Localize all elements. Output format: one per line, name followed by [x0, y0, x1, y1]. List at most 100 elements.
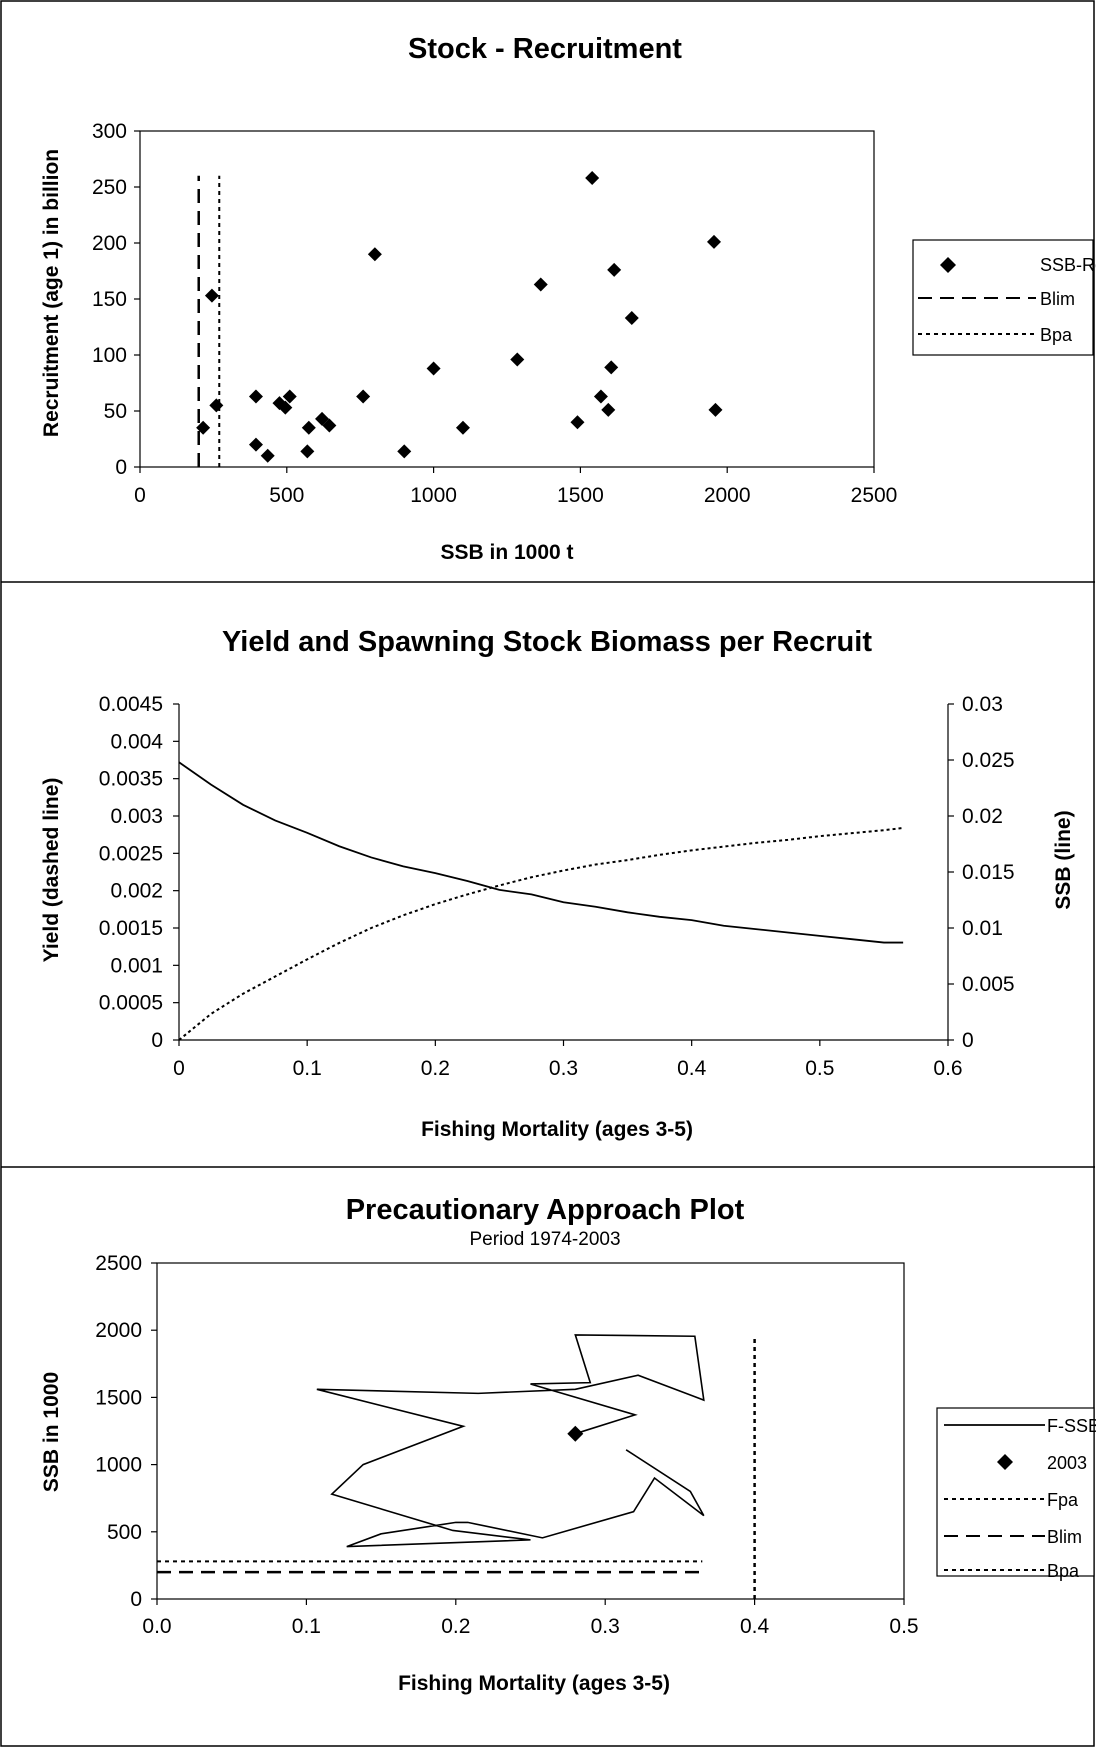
ssb-rec-point: [601, 402, 616, 417]
x-axis-label: SSB in 1000 t: [440, 541, 573, 564]
y-tick-label: 0.0045: [99, 693, 163, 716]
y-tick-label: 0.0005: [99, 992, 163, 1015]
y-tick-label: 150: [92, 288, 127, 311]
ssb-rec-point: [301, 420, 316, 435]
y-tick-label: 300: [92, 120, 127, 143]
stock-recruitment-chart: Stock - Recruitment 0 500 1000 1500 2000 2500…: [40, 33, 1096, 564]
legend-label: Bpa: [1040, 325, 1073, 345]
x-tick-label: 1500: [557, 484, 604, 507]
yield-ssb-per-recruit-chart: Yield and Spawning Stock Biomass per Rec…: [40, 626, 1075, 1141]
legend-marker-2003: [997, 1454, 1013, 1470]
x-tick-label: 0.5: [805, 1057, 834, 1080]
ssb-rec-point: [706, 234, 721, 249]
x-tick-label: 2000: [704, 484, 751, 507]
point-2003: [567, 1425, 584, 1442]
ssb-rec-point: [397, 444, 412, 459]
legend: SSB-Rec. Blim Bpa: [912, 239, 1096, 356]
x-tick-label: 0.5: [889, 1615, 918, 1638]
ssb-rec-point: [607, 262, 622, 277]
y-tick-label: 0.0025: [99, 842, 163, 865]
legend-label: Blim: [1040, 289, 1075, 309]
ssb-rec-point: [367, 247, 382, 262]
x-tick-label: 0.2: [421, 1057, 450, 1080]
x-tick-label: 1000: [410, 484, 457, 507]
ssb-rec-point: [510, 352, 525, 367]
y-axis-label: Recruitment (age 1) in billion: [40, 149, 63, 437]
y-tick-label: 0.005: [962, 973, 1015, 996]
ssb-rec-point: [593, 389, 608, 404]
plot-area: [139, 130, 875, 468]
y-tick-label: 0.002: [110, 880, 163, 903]
legend-label: F-SSB: [1047, 1416, 1096, 1436]
x-tick-label: 500: [269, 484, 304, 507]
y-tick-label: 0.03: [962, 693, 1003, 716]
yield-line: [178, 826, 904, 1041]
y-tick-label: 50: [104, 400, 127, 423]
ssb-rec-point: [604, 360, 619, 375]
y2-axis-label: SSB (line): [1052, 810, 1075, 909]
ssb-rec-point: [260, 448, 275, 463]
ssb-rec-point: [426, 361, 441, 376]
x-tick-label: 0.3: [549, 1057, 578, 1080]
y-tick-label: 0: [151, 1029, 163, 1052]
ssb-rec-point: [248, 437, 263, 452]
y-tick-label: 0.01: [962, 917, 1003, 940]
legend-label: SSB-Rec.: [1040, 255, 1096, 275]
x-tick-label: 0: [173, 1057, 185, 1080]
legend-label: Bpa: [1047, 1561, 1080, 1581]
y-tick-label: 1500: [95, 1386, 142, 1409]
legend-marker-ssb-rec: [940, 257, 956, 273]
x-tick-label: 0.0: [142, 1615, 171, 1638]
chart-subtitle: Period 1974-2003: [469, 1229, 620, 1250]
x-tick-label: 0.1: [292, 1615, 321, 1638]
y-tick-label: 0.001: [110, 954, 163, 977]
ssb-rec-point: [455, 420, 470, 435]
ssb-rec-point: [278, 400, 293, 415]
y-tick-label: 0: [115, 456, 127, 479]
y-tick-label: 100: [92, 344, 127, 367]
legend-label: Blim: [1047, 1527, 1082, 1547]
x-tick-label: 0.1: [293, 1057, 322, 1080]
ssb-rec-point: [248, 389, 263, 404]
chart-title: Precautionary Approach Plot: [346, 1194, 745, 1226]
ssb-rec-point: [322, 418, 337, 433]
y-tick-label: 0: [130, 1588, 142, 1611]
y-tick-label: 0: [962, 1029, 974, 1052]
x-axis-label: Fishing Mortality (ages 3-5): [398, 1672, 670, 1695]
ssb-rec-point: [282, 389, 297, 404]
ssb-rec-point: [356, 389, 371, 404]
x-axis-label: Fishing Mortality (ages 3-5): [421, 1118, 693, 1141]
ssb-rec-point: [585, 171, 600, 186]
x-tick-label: 0.2: [441, 1615, 470, 1638]
y-axis-label: SSB in 1000: [40, 1372, 63, 1492]
legend-box: [936, 1407, 1095, 1577]
plot-area: [156, 1262, 905, 1600]
precautionary-approach-chart: Precautionary Approach Plot Period 1974-…: [40, 1194, 1096, 1695]
legend-label: Fpa: [1047, 1490, 1079, 1510]
y-tick-label: 2500: [95, 1252, 142, 1275]
y-tick-label: 250: [92, 176, 127, 199]
y-tick-label: 0.004: [110, 730, 163, 753]
x-tick-label: 0.6: [933, 1057, 962, 1080]
ssb-rec-point: [624, 311, 639, 326]
x-tick-label: 0.3: [591, 1615, 620, 1638]
y-axis-label: Yield (dashed line): [40, 778, 63, 963]
y-tick-label: 200: [92, 232, 127, 255]
y-tick-label: 0.0035: [99, 768, 163, 791]
y-tick-label: 1000: [95, 1454, 142, 1477]
ssb-rec-point: [204, 288, 219, 303]
y-tick-label: 0.02: [962, 805, 1003, 828]
ssb-rec-point: [209, 398, 224, 413]
legend-label: 2003: [1047, 1453, 1087, 1473]
ssb-rec-point: [570, 415, 585, 430]
legend: F-SSB 2003 Fpa Blim Bpa: [936, 1407, 1096, 1581]
chart-title: Yield and Spawning Stock Biomass per Rec…: [222, 626, 872, 658]
ssb-rec-point: [533, 277, 548, 292]
ssb-line: [178, 761, 904, 944]
y-tick-label: 0.025: [962, 749, 1015, 772]
ssb-rec-point: [315, 411, 330, 426]
ssb-rec-point: [708, 402, 723, 417]
y-tick-label: 0.0015: [99, 917, 163, 940]
